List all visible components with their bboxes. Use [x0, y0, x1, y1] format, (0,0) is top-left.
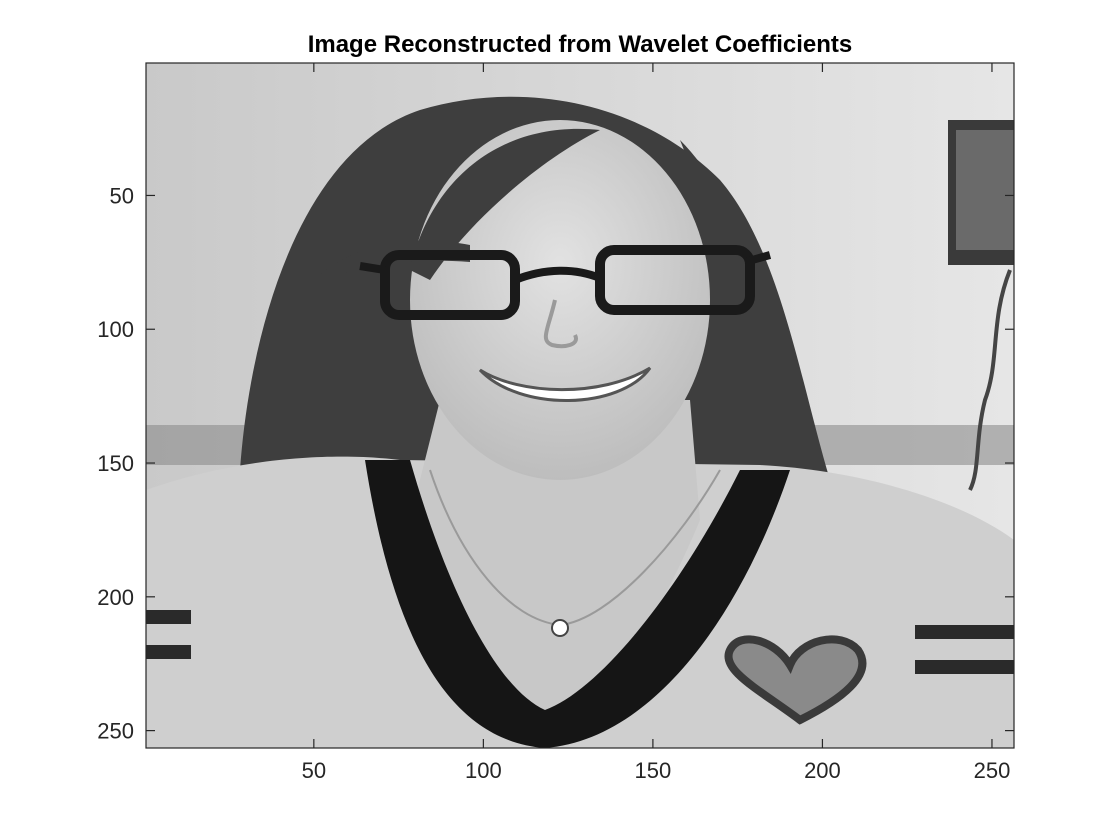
smile	[478, 366, 652, 402]
shirt-heart	[724, 635, 867, 725]
chart-title: Image Reconstructed from Wavelet Coeffic…	[308, 31, 853, 58]
x-tick-label: 50	[302, 758, 326, 783]
neck	[410, 400, 700, 710]
glasses-left-lens	[380, 250, 520, 320]
cable	[968, 269, 1012, 491]
x-tick-label: 150	[635, 758, 672, 783]
y-tick-label: 250	[97, 719, 134, 744]
x-tick-label: 100	[465, 758, 502, 783]
x-tick-label: 200	[804, 758, 841, 783]
collar	[365, 460, 790, 748]
y-tick-label: 200	[97, 585, 134, 610]
face	[410, 120, 710, 480]
y-tick-label: 150	[97, 451, 134, 476]
x-axis: 50 100 150 200 250	[302, 63, 1011, 783]
x-tick-label: 250	[974, 758, 1011, 783]
glasses-right-lens	[595, 245, 755, 315]
axes-box	[145, 62, 1015, 749]
y-tick-label: 50	[110, 183, 134, 208]
y-tick-label: 100	[97, 317, 134, 342]
pendant	[551, 619, 569, 637]
reconstructed-image	[146, 63, 1014, 748]
y-axis: 50 100 150 200 250	[97, 183, 1014, 744]
